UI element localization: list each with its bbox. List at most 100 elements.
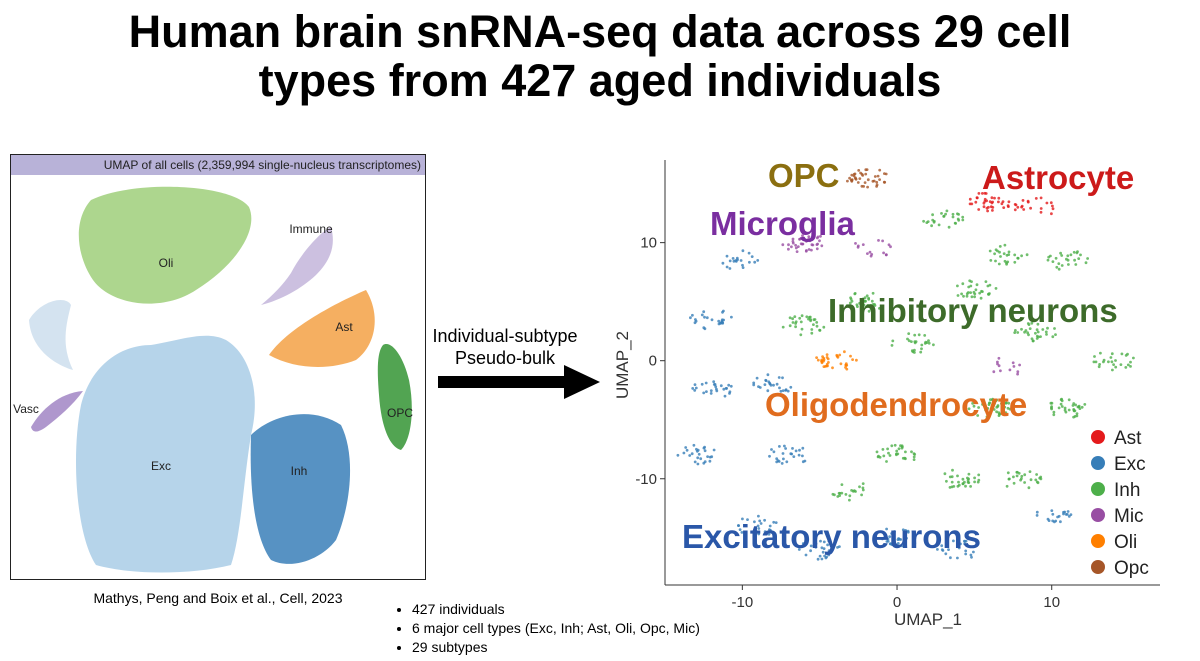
scatter-point-inh: [1020, 254, 1023, 258]
scatter-point-inh: [869, 304, 873, 307]
scatter-point-inh: [1052, 410, 1056, 414]
scatter-point-inh: [1052, 413, 1056, 417]
scatter-point-inh: [998, 245, 1002, 248]
scatter-point-inh: [969, 284, 973, 288]
scatter-point-inh: [974, 288, 978, 292]
scatter-point-exc: [691, 313, 694, 317]
scatter-point-inh: [1053, 327, 1056, 330]
scatter-point-inh: [981, 403, 984, 406]
scatter-point-exc: [688, 454, 692, 457]
scatter-point-opc: [876, 174, 880, 178]
scatter-point-inh: [1020, 474, 1024, 478]
scatter-point-inh: [961, 282, 965, 286]
scatter-point-inh: [838, 494, 841, 497]
scatter-point-exc: [797, 453, 801, 457]
scatter-point-mic: [1018, 363, 1021, 367]
scatter-point-mic: [881, 239, 884, 243]
scatter-point-exc: [738, 528, 742, 531]
scatter-point-exc: [705, 390, 708, 393]
scatter-point-mic: [854, 242, 857, 245]
scatter-point-exc: [772, 383, 775, 387]
scatter-point-inh: [1054, 256, 1058, 260]
scatter-point-opc: [864, 172, 868, 176]
scatter-point-exc: [822, 547, 826, 550]
scatter-point-mic: [997, 356, 1001, 360]
scatter-point-opc: [848, 176, 851, 180]
scatter-point-exc: [712, 380, 716, 384]
scatter-point-inh: [944, 212, 947, 216]
scatter-point-inh: [1102, 360, 1105, 364]
scatter-point-exc: [702, 391, 706, 395]
scatter-point-inh: [953, 221, 957, 225]
scatter-point-inh: [848, 494, 852, 498]
scatter-point-opc: [864, 168, 868, 172]
scatter-point-inh: [1097, 365, 1101, 369]
scatter-point-inh: [812, 323, 815, 326]
scatter-point-exc: [729, 384, 733, 388]
scatter-point-exc: [769, 383, 773, 387]
scatter-point-mic: [861, 243, 865, 246]
scatter-point-inh: [788, 316, 792, 320]
scatter-point-inh: [871, 303, 875, 306]
scatter-point-mic: [810, 248, 813, 252]
scatter-point-inh: [861, 482, 865, 485]
scatter-point-exc: [728, 259, 732, 263]
scatter-point-exc: [699, 457, 703, 461]
legend-swatch-exc: [1091, 456, 1105, 470]
scatter-point-exc: [763, 383, 767, 386]
scatter-point-inh: [994, 399, 998, 403]
scatter-point-exc: [781, 376, 784, 380]
scatter-point-inh: [997, 411, 1001, 414]
scatter-point-oli: [824, 365, 827, 368]
scatter-point-inh: [890, 444, 894, 448]
scatter-point-mic: [869, 254, 873, 258]
scatter-point-inh: [1077, 404, 1081, 408]
scatter-point-exc: [900, 544, 904, 548]
scatter-point-inh: [1012, 481, 1016, 485]
scatter-point-inh: [1107, 360, 1110, 364]
scatter-point-opc: [853, 172, 857, 176]
scatter-point-inh: [975, 283, 979, 287]
scatter-point-exc: [964, 552, 968, 556]
scatter-point-inh: [1030, 321, 1034, 325]
scatter-point-mic: [790, 245, 793, 249]
citation-credit: Mathys, Peng and Boix et al., Cell, 2023: [93, 590, 343, 606]
scatter-point-exc: [1069, 513, 1073, 516]
scatter-point-exc: [1051, 512, 1055, 516]
scatter-point-inh: [951, 212, 955, 216]
scatter-point-ast: [977, 192, 981, 195]
scatter-point-inh: [985, 410, 989, 414]
scatter-point-mic: [807, 235, 811, 238]
scatter-point-inh: [967, 481, 971, 484]
scatter-point-exc: [722, 387, 726, 391]
scatter-point-exc: [836, 546, 839, 549]
scatter-point-inh: [952, 485, 956, 488]
scatter-point-exc: [1050, 509, 1054, 512]
scatter-point-opc: [878, 168, 882, 172]
scatter-point-inh: [951, 215, 955, 219]
scatter-point-inh: [1003, 259, 1007, 263]
scatter-point-exc: [737, 524, 740, 527]
scatter-point-inh: [809, 318, 812, 321]
scatter-point-inh: [853, 292, 857, 296]
scatter-point-inh: [1063, 406, 1067, 410]
scatter-point-inh: [1013, 260, 1017, 264]
scatter-point-mic: [884, 253, 888, 257]
cluster-oli-shape: [78, 186, 252, 304]
scatter-point-inh: [800, 314, 804, 318]
scatter-point-exc: [820, 546, 824, 550]
scatter-point-inh: [969, 291, 972, 294]
scatter-point-inh: [805, 315, 809, 319]
scatter-point-exc: [767, 380, 771, 384]
scatter-point-inh: [1016, 256, 1020, 260]
scatter-point-exc: [725, 387, 728, 390]
scatter-point-oli: [844, 363, 848, 367]
scatter-point-inh: [1045, 333, 1048, 336]
scatter-point-oli: [851, 358, 854, 361]
scatter-point-inh: [961, 215, 965, 219]
scatter-point-inh: [1012, 475, 1015, 479]
scatter-point-inh: [991, 401, 995, 405]
scatter-point-mic: [791, 240, 795, 243]
scatter-point-opc: [875, 183, 879, 187]
chart-legend: Ast Exc Inh Mic Oli Opc: [1091, 428, 1149, 579]
